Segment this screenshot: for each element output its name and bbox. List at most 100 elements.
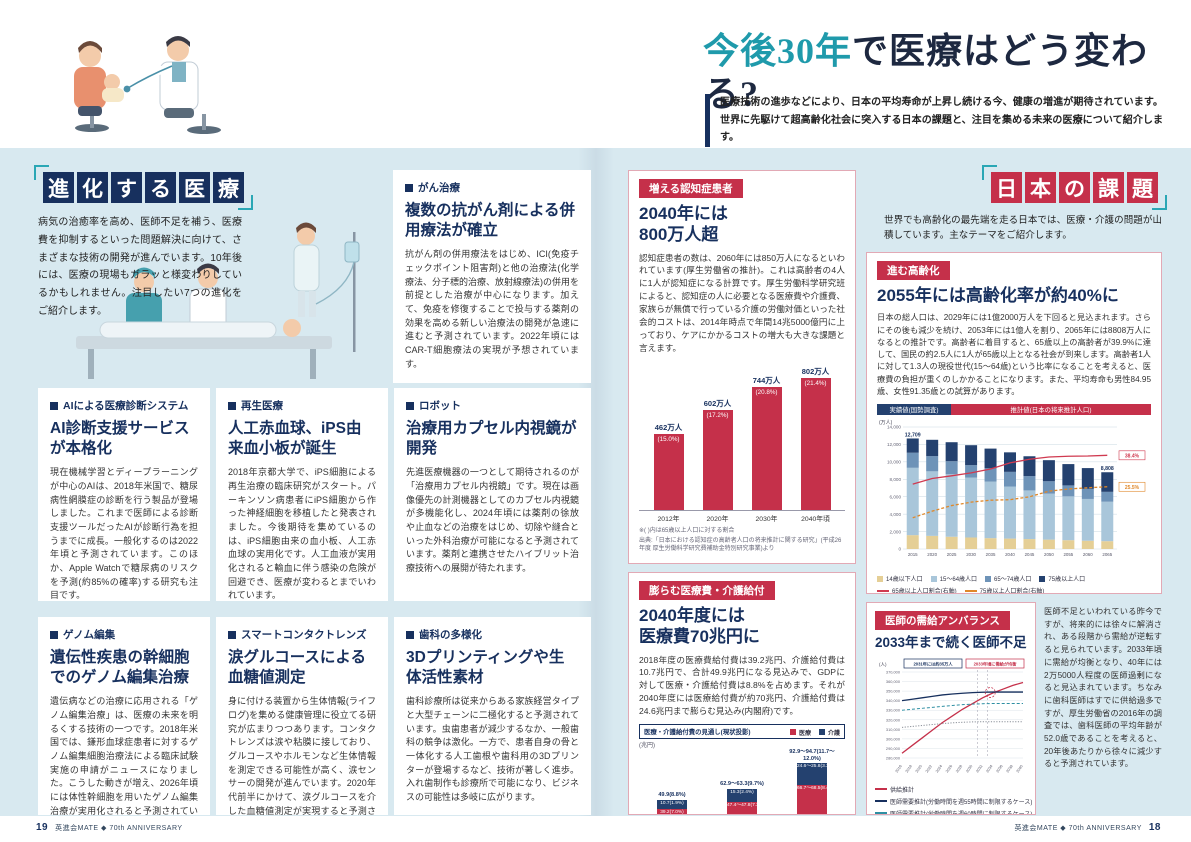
card-regenerative-medicine: 再生医療 人工赤血球、iPS由来血小板が誕生 2018年京都大学で、iPS細胞に… <box>216 388 388 601</box>
card-label: 歯科の多様化 <box>406 627 579 642</box>
card-genome-editing: ゲノム編集 遺伝性疾患の幹細胞でのゲノム編集治療 遺伝病などの治療に応用される「… <box>38 617 210 815</box>
svg-text:2022: 2022 <box>925 764 933 773</box>
topic-aging: 進む高齢化 2055年には高齢化率が約40%に 日本の総人口は、2029年には1… <box>866 252 1162 594</box>
header-char: 進 <box>43 172 74 203</box>
header-char: 題 <box>1127 172 1158 203</box>
footer-left: 19 英進会MATE ◆ 70th ANNIVERSARY <box>36 822 183 833</box>
topic-title: 2040年には 800万人超 <box>639 203 845 246</box>
doctor-chart-legend: 供給推計 医師需要推計(労働時間を週55時間に制限するケース) 医師需要推計(労働時… <box>875 785 1032 814</box>
card-label: がん治療 <box>405 180 579 195</box>
aging-chart-bands: 実績値(国勢調査) 推計値(日本の将来推計人口) <box>877 404 1151 416</box>
svg-text:38.4%: 38.4% <box>1125 454 1140 460</box>
card-body: 現在機械学習とディープラーニングが中心のAIは、2018年米国で、糖尿病性網膜症… <box>50 467 198 601</box>
card-label: ロボット <box>406 398 579 413</box>
svg-text:2060: 2060 <box>1083 552 1093 557</box>
header-char: の <box>1059 172 1090 203</box>
svg-text:6,000: 6,000 <box>890 495 902 500</box>
page-number: 18 <box>1148 822 1161 833</box>
checkup-illustration <box>74 36 221 134</box>
topic-body: 日本の総人口は、2029年には1億2000万人を下回ると見込まれます。さらにその… <box>877 313 1151 397</box>
card-body: 身に付ける装置から生体情報(ライフログ)を集める健康管理に役立てる研究が広まりつ… <box>228 696 376 815</box>
page-title-accent: 今後30年 <box>703 31 853 71</box>
topic-title-line: 2040年には <box>639 204 728 223</box>
band-actual: 実績値(国勢調査) <box>877 404 951 416</box>
card-title: 遺伝性疾患の幹細胞でのゲノム編集治療 <box>50 649 190 687</box>
svg-text:310,000: 310,000 <box>886 727 901 732</box>
card-label: スマートコンタクトレンズ <box>228 627 376 642</box>
footer-right: 英進会MATE ◆ 70th ANNIVERSARY 18 <box>1014 822 1161 833</box>
svg-text:2035: 2035 <box>986 552 996 557</box>
page-title-rest: で医療はどう変わる? <box>703 31 1149 115</box>
svg-text:10,000: 10,000 <box>887 460 901 465</box>
aging-chart: 0 2,000 4,000 6,000 8,000 10,000 12,000 14,000(… <box>877 417 1151 572</box>
card-title: 治療用カプセル内視鏡が開発 <box>406 420 577 458</box>
svg-text:280,000: 280,000 <box>886 755 901 760</box>
topic-title: 2040年度には 医療費70兆円に <box>639 605 845 648</box>
card-body: 遺伝病などの治療に応用される「ゲノム編集治療」は、医療の未来を明るくする技術の一… <box>50 696 198 815</box>
svg-text:290,000: 290,000 <box>886 746 901 751</box>
card-title: 3Dプリンティングや生体活性素材 <box>406 649 565 687</box>
cost-chart-legend: 医療 介護 <box>789 728 840 737</box>
card-label: ゲノム編集 <box>50 627 198 642</box>
topic-title: 2033年まで続く医師不足 <box>875 635 1027 650</box>
header-char: る <box>145 172 176 203</box>
chart-note: ※( )内は65歳以上人口に対する割合 <box>639 527 735 534</box>
dementia-chart: 462万人 (15.0%) 602万人 (17.2%) 744万人 (20.8%) 802万… <box>639 361 845 523</box>
svg-text:2015: 2015 <box>908 552 918 557</box>
topic-dementia: 増える認知症患者 2040年には 800万人超 認知症患者の数は、2060年には… <box>628 170 856 564</box>
section-evolution-header: 進 化 す る 医 療 <box>34 165 253 210</box>
chart-source: 出典:「日本における認知症の高齢者人口の将来推計に関する研究」(平成26年度 厚… <box>639 537 842 552</box>
topic-tab: 医師の需給アンバランス <box>875 611 1010 630</box>
svg-text:2018: 2018 <box>905 764 913 773</box>
svg-text:350,000: 350,000 <box>886 688 901 693</box>
svg-text:8,000: 8,000 <box>890 477 902 482</box>
svg-text:2050: 2050 <box>1044 552 1054 557</box>
card-title: 涙グルコースによる血糖値測定 <box>228 649 366 687</box>
card-robot-capsule: ロボット 治療用カプセル内視鏡が開発 先進医療機器の一つとして期待されるのが「治… <box>394 388 591 601</box>
svg-text:2040: 2040 <box>1016 764 1024 773</box>
svg-text:(人): (人) <box>879 662 887 667</box>
svg-text:2036: 2036 <box>996 764 1004 773</box>
topic-tab: 増える認知症患者 <box>639 179 743 198</box>
svg-text:2065: 2065 <box>1102 552 1112 557</box>
card-smart-contact-lens: スマートコンタクトレンズ 涙グルコースによる血糖値測定 身に付ける装置から生体情… <box>216 617 388 815</box>
svg-text:0: 0 <box>898 547 901 552</box>
topic-body: 2018年度の医療費給付費は39.2兆円、介護給付費は10.7兆円で、合計49.… <box>639 654 845 717</box>
svg-text:25.5%: 25.5% <box>1125 485 1140 491</box>
header-char: 日 <box>991 172 1022 203</box>
topic-tab: 膨らむ医療費・介護給付 <box>639 581 775 600</box>
card-cancer-treatment: がん治療 複数の抗がん剤による併用療法が確立 抗がん剤の併用療法をはじめ、ICI… <box>393 170 591 383</box>
svg-text:300,000: 300,000 <box>886 736 901 741</box>
svg-text:330,000: 330,000 <box>886 708 901 713</box>
topic-body: 認知症患者の数は、2060年には850万人になるといわれています(厚生労働省の推… <box>639 252 845 353</box>
svg-text:340,000: 340,000 <box>886 698 901 703</box>
topic-doctor-row: 医師の需給アンバランス 2033年まで続く医師不足 280,000 290,000… <box>866 602 1162 815</box>
svg-text:2038: 2038 <box>1006 764 1014 773</box>
card-ai-diagnosis: AIによる医療診断システム AI診断支援サービスが本格化 現在機械学習とディープ… <box>38 388 210 601</box>
page-number: 19 <box>36 822 49 833</box>
topic-doctor-shortage: 医師の需給アンバランス 2033年まで続く医師不足 280,000 290,000… <box>866 602 1036 815</box>
card-body: 歯科診療所は従来からある家族経営タイプと大型チェーンに二極化すると予測されていま… <box>406 696 579 802</box>
svg-text:2040: 2040 <box>1005 552 1015 557</box>
svg-text:2030: 2030 <box>965 764 973 773</box>
svg-text:2025: 2025 <box>947 552 957 557</box>
svg-text:(万人): (万人) <box>879 420 893 426</box>
band-projection: 推計値(日本の将来推計人口) <box>950 404 1151 416</box>
evolution-intro: 病気の治癒率を高め、医師不足を補う、医療費を抑制するといった問題解決に向けて、さ… <box>38 217 242 317</box>
svg-text:2033年頃に需給が均衡: 2033年頃に需給が均衡 <box>974 660 1018 667</box>
svg-text:2031年には約35万人: 2031年には約35万人 <box>913 660 953 667</box>
svg-text:360,000: 360,000 <box>886 679 901 684</box>
header-char: す <box>111 172 142 203</box>
svg-text:8,808: 8,808 <box>1101 467 1114 473</box>
cost-chart-header: 医療・介護給付費の見通し(現状投影) 医療 介護 <box>639 723 845 739</box>
topic-title-line: 医療費70兆円に <box>639 627 760 647</box>
svg-text:4,000: 4,000 <box>890 512 902 517</box>
svg-text:2030: 2030 <box>966 552 976 557</box>
cost-chart: 49.9(8.8%) 10.7(1.9%) 39.2(7.0%) 62.9〜63.3(… <box>639 749 846 814</box>
card-body: 抗がん剤の併用療法をはじめ、ICI(免疫チェックポイント阻害剤)と他の治療法(化… <box>405 249 579 369</box>
header-char: 療 <box>213 172 244 203</box>
svg-text:2028: 2028 <box>955 764 963 773</box>
topic-title-line: 800万人超 <box>639 225 719 245</box>
topic-body: 医師不足といわれている昨今ですが、将来的には徐々に解消され、ある段階から需給が逆… <box>1044 607 1162 769</box>
svg-text:2032: 2032 <box>975 764 983 773</box>
